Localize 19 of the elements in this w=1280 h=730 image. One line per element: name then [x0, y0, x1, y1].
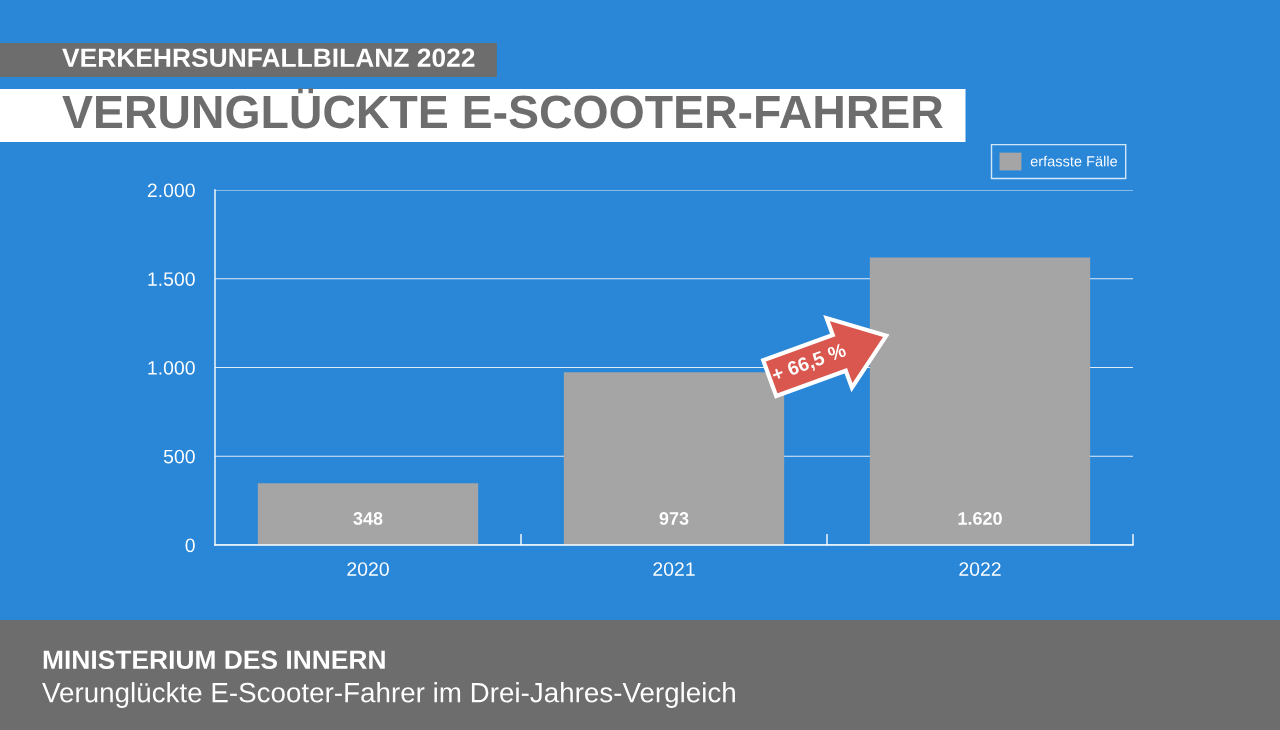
y-tick-label: 500 — [163, 449, 195, 464]
y-tick-label: 1.500 — [148, 272, 195, 286]
x-tick-label: 2021 — [653, 562, 695, 576]
chart-title: VERUNGLÜCKTE E-SCOOTER-FAHRER — [62, 88, 943, 129]
text: Verunglückte E-Scooter-Fahrer im Drei-Jahres-Vergleich — [42, 682, 735, 708]
text: MINISTERIUM DES INNERN — [43, 650, 385, 670]
y-tick-label: 1.000 — [148, 360, 195, 375]
annotation: + 66,5 % — [770, 342, 848, 385]
bar — [257, 483, 479, 545]
data-label: 973 — [659, 512, 689, 525]
x-tick-label: 2022 — [959, 562, 1001, 576]
data-label: 348 — [353, 512, 383, 525]
data-label: 1.620 — [958, 512, 1002, 525]
y-tick-label: 2.000 — [147, 183, 195, 198]
legend-label: erfasste Fälle — [1030, 155, 1118, 167]
bar — [869, 257, 1091, 545]
x-tick-label: 2020 — [347, 562, 389, 576]
chart-subtitle: VERKEHRSUNFALLBILANZ 2022 — [62, 48, 475, 68]
y-tick-label: 0 — [185, 538, 195, 553]
